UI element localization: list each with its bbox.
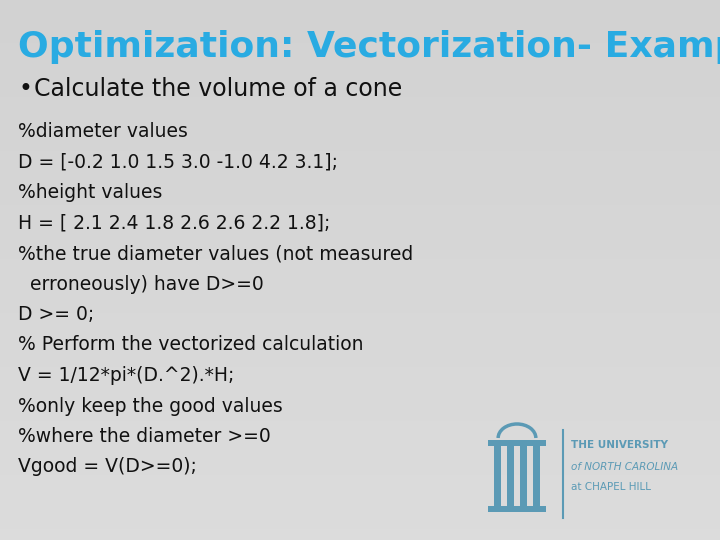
Bar — [0, 389, 720, 400]
Text: THE UNIVERSITY: THE UNIVERSITY — [571, 440, 668, 450]
Bar — [0, 464, 720, 475]
Bar — [0, 173, 720, 184]
Bar — [0, 486, 720, 497]
Bar — [520, 446, 527, 506]
Text: erroneously) have D>=0: erroneously) have D>=0 — [18, 274, 264, 294]
Bar — [0, 421, 720, 432]
Bar — [0, 378, 720, 389]
Bar — [488, 506, 546, 512]
Bar — [0, 270, 720, 281]
Bar — [0, 497, 720, 508]
Bar — [0, 302, 720, 313]
Bar — [0, 43, 720, 54]
Bar — [533, 446, 540, 506]
Bar — [0, 151, 720, 162]
Text: D = [-0.2 1.0 1.5 3.0 -1.0 4.2 3.1];: D = [-0.2 1.0 1.5 3.0 -1.0 4.2 3.1]; — [18, 152, 338, 172]
Text: D >= 0;: D >= 0; — [18, 305, 94, 324]
Text: %where the diameter >=0: %where the diameter >=0 — [18, 427, 271, 446]
Bar — [0, 529, 720, 540]
Bar — [0, 324, 720, 335]
Text: at CHAPEL HILL: at CHAPEL HILL — [571, 482, 651, 492]
Bar — [0, 292, 720, 302]
Bar — [0, 367, 720, 378]
Text: V = 1/12*pi*(D.^2).*H;: V = 1/12*pi*(D.^2).*H; — [18, 366, 235, 385]
Bar — [0, 238, 720, 248]
Bar — [0, 194, 720, 205]
Bar — [0, 454, 720, 464]
Bar — [0, 97, 720, 108]
Bar — [0, 475, 720, 486]
Bar — [0, 313, 720, 324]
Text: %diameter values: %diameter values — [18, 122, 188, 141]
Bar — [0, 248, 720, 259]
Bar — [0, 11, 720, 22]
Bar — [0, 22, 720, 32]
Bar — [0, 108, 720, 119]
Text: %height values: %height values — [18, 183, 163, 202]
Bar — [488, 440, 546, 446]
Bar — [0, 410, 720, 421]
Bar — [0, 518, 720, 529]
Text: •: • — [18, 77, 32, 101]
Bar — [0, 432, 720, 443]
Bar — [0, 216, 720, 227]
Bar — [0, 346, 720, 356]
Text: %the true diameter values (not measured: %the true diameter values (not measured — [18, 244, 413, 263]
Bar — [0, 54, 720, 65]
Text: of NORTH CAROLINA: of NORTH CAROLINA — [571, 462, 678, 472]
Bar — [507, 446, 514, 506]
Bar — [0, 140, 720, 151]
Bar — [0, 259, 720, 270]
Bar — [0, 32, 720, 43]
Text: Optimization: Vectorization- Example: Optimization: Vectorization- Example — [18, 30, 720, 64]
Bar — [0, 205, 720, 216]
Text: Vgood = V(D>=0);: Vgood = V(D>=0); — [18, 457, 197, 476]
Bar — [0, 184, 720, 194]
Bar — [0, 162, 720, 173]
Text: H = [ 2.1 2.4 1.8 2.6 2.6 2.2 1.8];: H = [ 2.1 2.4 1.8 2.6 2.6 2.2 1.8]; — [18, 213, 330, 233]
Text: %only keep the good values: %only keep the good values — [18, 396, 283, 415]
Bar — [0, 227, 720, 238]
Bar — [494, 446, 501, 506]
Bar — [0, 0, 720, 11]
Bar — [0, 65, 720, 76]
Text: Calculate the volume of a cone: Calculate the volume of a cone — [34, 77, 402, 101]
Bar — [0, 281, 720, 292]
Bar — [0, 508, 720, 518]
Bar — [0, 356, 720, 367]
Bar — [0, 86, 720, 97]
Bar — [0, 400, 720, 410]
Bar — [0, 335, 720, 346]
Bar — [0, 130, 720, 140]
Bar — [0, 76, 720, 86]
Bar — [0, 443, 720, 454]
Text: % Perform the vectorized calculation: % Perform the vectorized calculation — [18, 335, 364, 354]
Bar — [0, 119, 720, 130]
